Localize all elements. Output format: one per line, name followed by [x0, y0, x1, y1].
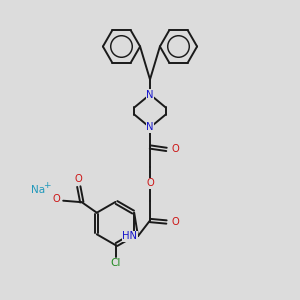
Text: Na: Na — [31, 185, 45, 195]
Text: O: O — [53, 194, 61, 204]
Text: N: N — [146, 89, 154, 100]
Text: O: O — [171, 144, 179, 154]
Text: HN: HN — [122, 231, 137, 241]
Text: N: N — [146, 122, 154, 133]
Text: Cl: Cl — [110, 258, 121, 268]
Text: O: O — [146, 178, 154, 188]
Text: O: O — [171, 217, 179, 227]
Text: O: O — [75, 174, 83, 184]
Text: +: + — [43, 181, 50, 190]
